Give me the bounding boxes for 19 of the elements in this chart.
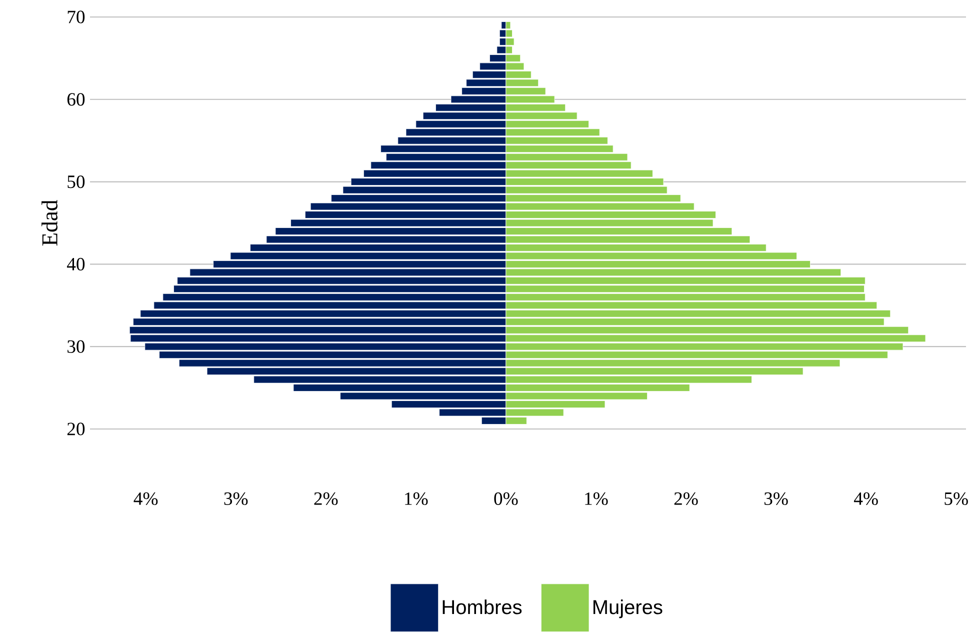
legend-label: Mujeres [594, 600, 662, 618]
x-tick-label: 5% [944, 492, 968, 506]
x-tick-label: 0% [494, 492, 518, 506]
y-tick-label: 20 [67, 422, 85, 436]
y-tick-label: 50 [68, 175, 85, 188]
legend-label: Hombres [442, 600, 522, 614]
x-tick-label: 3% [764, 492, 788, 506]
x-tick-label: 2% [674, 492, 698, 506]
x-tick-label: 3% [224, 492, 248, 506]
x-tick-label: 1% [585, 492, 608, 506]
x-tick-label: 4% [134, 492, 158, 506]
y-tick-label: 30 [68, 340, 85, 353]
x-tick-label: 2% [314, 492, 338, 506]
y-axis-title: Edad [42, 200, 58, 246]
y-tick-label: 70 [68, 10, 85, 24]
y-tick-label: 40 [66, 258, 85, 270]
y-tick-label: 60 [67, 93, 85, 106]
x-tick-label: 1% [405, 492, 428, 506]
x-tick-label: 4% [854, 492, 878, 506]
